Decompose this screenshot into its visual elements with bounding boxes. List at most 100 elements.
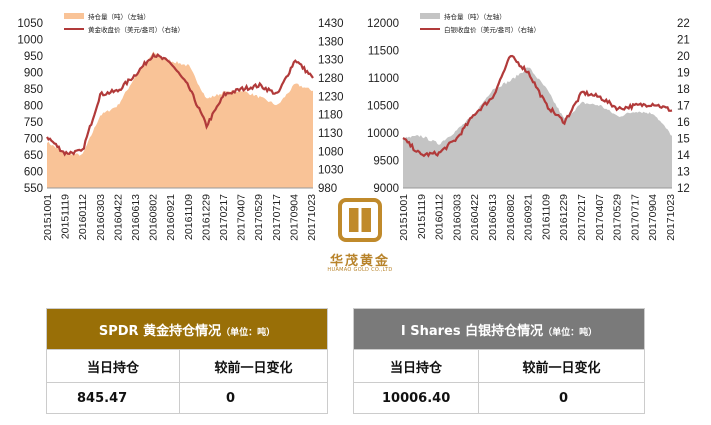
chart1-left-tick-11000: 11000 [368,73,399,85]
logo-name: 华茂黄金 [329,254,390,269]
ishares-change-value: 0 [478,382,645,414]
chart1-left-tick-11500: 11500 [368,46,399,58]
chart0-right-tick-1030: 1030 [318,165,344,177]
chart1-left-tick-9500: 9500 [373,156,399,168]
chart1-right-tick-21: 21 [677,35,690,47]
chart0-legend-area-label: 持仓量（吨）（左轴） [88,12,150,21]
chart1-right-tick-15: 15 [677,134,690,146]
chart0-right-tick-1380: 1380 [318,36,344,48]
chart1-x-tick-20170529: 20170529 [612,194,624,241]
ishares-holding-value: 10006.40 [353,382,479,414]
chart1-right-tick-16: 16 [677,117,690,129]
ishares-silver-table-header: I Shares 白银持仓情况（单位：吨） [353,308,645,350]
chart0-x-tick-20170217: 20170217 [218,194,230,241]
chart0-x-tick-20170529: 20170529 [253,194,265,241]
chart1-right-tick-18: 18 [677,84,690,96]
chart0-x-tick-20160422: 20160422 [112,194,124,241]
chart0-left-tick-1050: 1050 [17,18,43,30]
chart1-x-tick-20160613: 20160613 [487,194,499,241]
chart0-left-tick-600: 600 [24,167,43,179]
spdr-gold-table: SPDR 黄金持仓情况（单位：吨） 当日持仓 较前一日变化 845.47 0 [46,308,328,414]
chart0-left-tick-950: 950 [24,51,43,63]
chart1-right-tick-20: 20 [677,51,690,63]
chart0-x-tick-20170904: 20170904 [288,194,300,241]
spdr-gold-table-header: SPDR 黄金持仓情况（单位：吨） [46,308,328,350]
spdr-col-change: 较前一日变化 [179,349,328,383]
chart0-left-tick-650: 650 [24,150,43,162]
spdr-change-value: 0 [179,382,328,414]
chart1-right-tick-19: 19 [677,68,690,80]
chart1-left-tick-10000: 10000 [367,128,399,140]
chart0-x-tick-20151119: 20151119 [60,194,72,239]
ishares-silver-table-unit: （单位：吨） [543,327,598,338]
ishares-silver-table-title: I Shares 白银持仓情况 [400,323,544,339]
chart1-x-tick-20160303: 20160303 [451,194,463,241]
chart1-x-tick-20151119: 20151119 [416,194,428,239]
chart0-left-tick-900: 900 [24,68,43,80]
chart1-x-tick-20160802: 20160802 [505,194,517,241]
chart1-x-tick-20160422: 20160422 [469,194,481,241]
chart0-right-tick-1130: 1130 [318,128,343,140]
charts-canvas: 550 600 650 700 750 800 850 900 950 1000 1050 980 10… [17,12,690,241]
chart0-right-tick-1280: 1280 [318,73,344,85]
chart0-right-tick-980: 980 [318,183,337,195]
chart0-x-tick-20160303: 20160303 [95,194,107,241]
chart1-x-tick-20171023: 20171023 [665,194,677,241]
chart1-x-tick-20170217: 20170217 [576,194,588,241]
chart0-holdings-area [47,51,313,189]
chart0-right-tick-1080: 1080 [318,146,344,158]
chart1-right-tick-13: 13 [677,167,690,179]
chart1-x-tick-20170717: 20170717 [629,194,641,241]
chart0-left-tick-700: 700 [24,134,43,146]
chart0-left-tick-750: 750 [24,117,43,129]
chart0-x-tick-20160921: 20160921 [165,194,177,241]
chart1-price-line [402,54,673,158]
logo-emblem-icon [338,198,382,242]
chart0-right-tick-1180: 1180 [318,110,343,122]
chart0-x-tick-20170407: 20170407 [236,194,248,241]
chart0-right-tick-1330: 1330 [318,55,344,67]
chart0-x-tick-20160112: 20160112 [77,194,89,240]
chart1-legend-area-swatch [420,13,440,19]
chart1-left-tick-9000: 9000 [373,183,399,195]
chart1-legend-area-label: 持仓量（吨）（左轴） [444,12,506,21]
chart0-left-tick-1000: 1000 [17,35,43,47]
ishares-silver-table: I Shares 白银持仓情况（单位：吨） 当日持仓 较前一日变化 10006.… [353,308,645,414]
spdr-gold-table-title: SPDR 黄金持仓情况 [98,323,222,339]
chart0-left-tick-850: 850 [24,84,43,96]
chart1-holdings-area [403,67,672,188]
ishares-col-holding: 当日持仓 [353,349,479,383]
chart1-legend-line-label: 白银收盘价（美元/盎司）（右轴） [444,25,540,34]
chart0-price-line [46,52,314,157]
chart0-x-tick-20161229: 20161229 [200,194,212,241]
chart0-x-tick-20171023: 20171023 [306,194,318,241]
chart0-left-tick-800: 800 [24,101,43,113]
logo: 华茂黄金 HUAMAO GOLD CO.,LTD [318,196,402,274]
chart0-x-tick-20170717: 20170717 [271,194,283,241]
chart1-left-tick-12000: 12000 [367,18,399,30]
chart0-right-tick-1230: 1230 [318,91,344,103]
chart1-x-tick-20161109: 20161109 [540,194,552,240]
chart1-right-tick-12: 12 [677,183,690,195]
logo-subtitle: HUAMAO GOLD CO.,LTD [327,267,393,273]
spdr-gold-table-unit: （单位：吨） [221,327,276,338]
spdr-col-holding: 当日持仓 [46,349,180,383]
chart1-x-tick-20170904: 20170904 [647,194,659,241]
chart0-x-tick-20160802: 20160802 [148,194,160,241]
spdr-holding-value: 845.47 [46,382,180,414]
chart1-x-tick-20170407: 20170407 [594,194,606,241]
chart0-x-tick-20161109: 20161109 [183,194,195,240]
chart0-x-tick-20151001: 20151001 [42,194,54,241]
chart1-right-tick-22: 22 [677,18,690,30]
chart0-left-tick-550: 550 [24,183,43,195]
chart1-x-tick-20161229: 20161229 [558,194,570,241]
chart1-x-tick-20151001: 20151001 [398,194,410,241]
chart1-right-tick-17: 17 [677,101,690,113]
chart0-right-tick-1430: 1430 [318,18,344,30]
chart0-x-tick-20160613: 20160613 [130,194,142,241]
chart0-legend-area-swatch [64,13,84,19]
chart1-x-tick-20160921: 20160921 [523,194,535,241]
chart0-legend-line-label: 黄金收盘价（美元/盎司）（右轴） [88,25,184,34]
chart1-x-tick-20160112: 20160112 [434,194,446,240]
chart1-left-tick-10500: 10500 [367,101,399,113]
